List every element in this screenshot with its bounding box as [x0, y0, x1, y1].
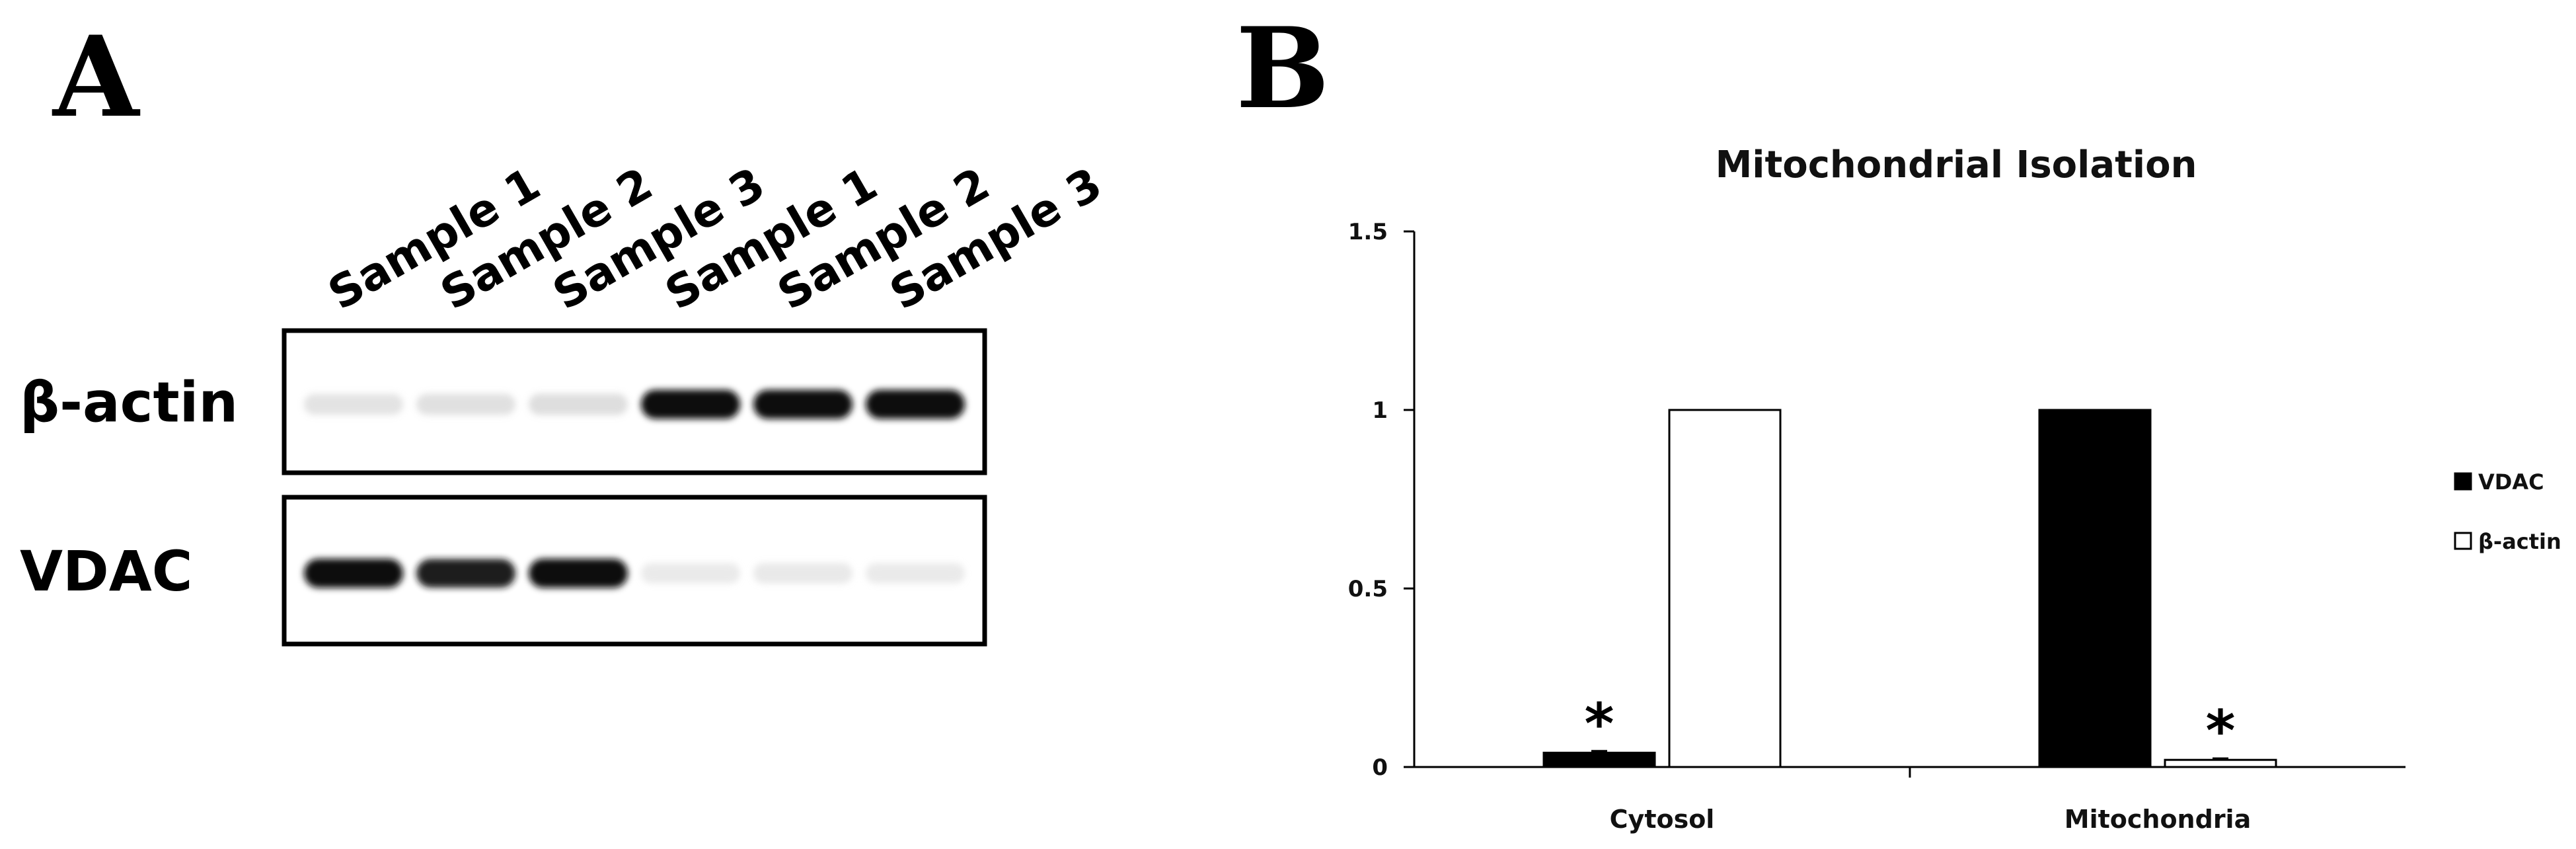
legend-swatch	[2454, 532, 2472, 550]
x-category-label: Mitochondria	[2065, 805, 2251, 834]
blot-row-label: VDAC	[20, 539, 192, 604]
y-tick-label: 0	[1372, 754, 1388, 781]
panel-b: B Mitochondrial Isolation 0 0.5 1 1.5 Cytoso…	[1236, 3, 2561, 834]
blot-band	[416, 559, 515, 588]
y-tick-label: 1.5	[1348, 219, 1388, 245]
blot-band	[416, 393, 515, 415]
blot-band	[866, 389, 965, 419]
blot-rows: β-actin VDAC	[20, 328, 987, 647]
bar	[2038, 409, 2152, 768]
blot-band	[529, 393, 628, 415]
y-tick-label: 0.5	[1348, 576, 1388, 602]
legend-label: VDAC	[2478, 469, 2544, 495]
panel-a-letter: A	[52, 11, 141, 142]
blot-band	[529, 559, 628, 588]
chart-legend: VDAC β-actin	[2454, 469, 2561, 554]
x-category-label: Cytosol	[1610, 805, 1715, 834]
blot-band	[641, 563, 740, 584]
bar	[1668, 409, 1782, 768]
legend-item: β-actin	[2454, 529, 2561, 554]
panel-b-letter: B	[1236, 3, 1330, 134]
bar-chart: 0 0.5 1 1.5 Cytosol Mitochondria * *	[1348, 219, 2406, 834]
significance-marker: *	[1585, 691, 1614, 757]
blot-row: VDAC	[20, 495, 987, 647]
legend-item: VDAC	[2454, 469, 2544, 495]
blot-band	[866, 563, 965, 584]
blot-band	[304, 559, 403, 588]
blot-band	[641, 389, 740, 419]
y-tick-label: 1	[1372, 397, 1388, 424]
blot-band	[304, 393, 403, 415]
chart-title: Mitochondrial Isolation	[1716, 143, 2197, 186]
legend-label: β-actin	[2478, 529, 2561, 554]
legend-swatch	[2454, 472, 2472, 491]
blot-row-label: β-actin	[20, 370, 238, 435]
significance-marker: *	[2206, 698, 2236, 764]
blot-row: β-actin	[20, 328, 987, 475]
blot-band	[753, 389, 852, 419]
blot-band	[753, 563, 852, 584]
